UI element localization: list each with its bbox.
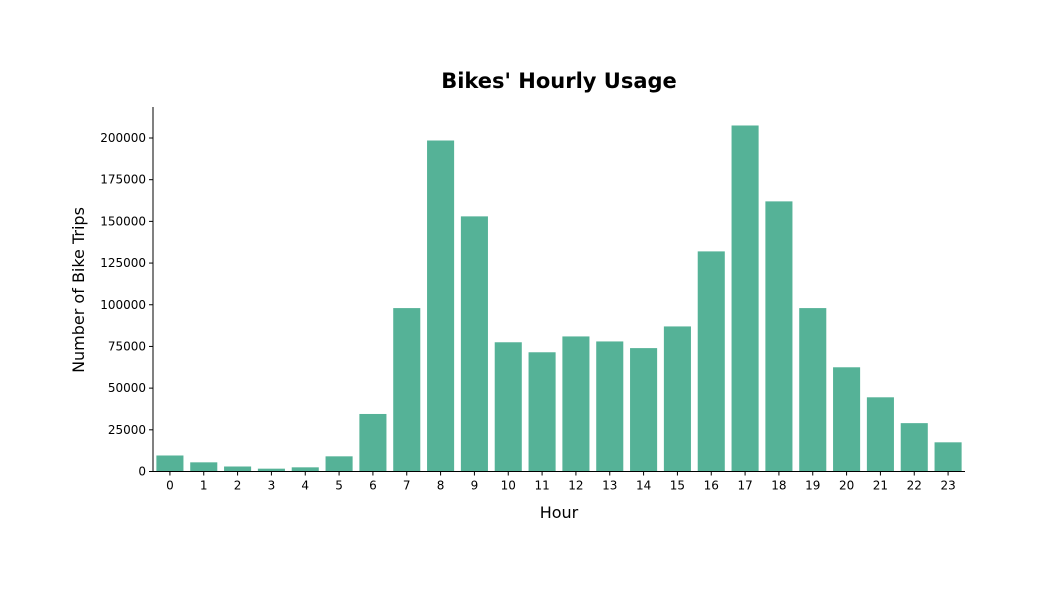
y-tick-label: 0 [138,465,146,479]
bar-hour-22 [900,423,928,472]
x-tick-label: 22 [907,479,922,493]
x-tick-label: 10 [501,479,516,493]
bar-hour-19 [799,308,827,472]
y-tick-label: 75000 [108,339,146,353]
x-tick-label: 3 [268,479,276,493]
x-tick-label: 17 [737,479,752,493]
y-tick-label: 175000 [100,173,146,187]
bar-hour-3 [257,468,285,472]
x-tick-label: 20 [839,479,854,493]
y-axis-label: Number of Bike Trips [69,207,88,373]
bar-hour-17 [731,125,759,472]
y-tick-label: 100000 [100,298,146,312]
x-tick-label: 12 [568,479,583,493]
x-tick-label: 2 [234,479,242,493]
x-tick-label: 0 [166,479,174,493]
y-tick-label: 125000 [100,256,146,270]
bar-hour-14 [630,348,658,472]
bar-hour-15 [663,326,691,472]
bar-hour-12 [562,336,590,472]
bar-hour-18 [765,201,793,472]
x-tick-label: 13 [602,479,617,493]
x-tick-label: 16 [704,479,719,493]
x-tick-label: 5 [335,479,343,493]
y-tick-label: 50000 [108,381,146,395]
x-tick-label: 7 [403,479,411,493]
x-tick-label: 6 [369,479,377,493]
x-tick-label: 15 [670,479,685,493]
bar-hour-7 [393,308,421,472]
chart-title: Bikes' Hourly Usage [441,69,677,93]
x-tick-label: 9 [471,479,479,493]
bar-hour-6 [359,413,387,472]
x-tick-label: 8 [437,479,445,493]
bar-hour-10 [494,342,522,472]
x-tick-label: 4 [301,479,309,493]
bar-hour-11 [528,352,556,472]
bar-hour-2 [224,466,252,472]
x-axis-label: Hour [540,503,579,522]
x-tick-label: 1 [200,479,208,493]
bar-hour-1 [190,462,218,472]
bar-hour-20 [833,367,861,472]
x-tick-label: 18 [771,479,786,493]
bar-hour-0 [156,455,184,472]
bar-hour-4 [291,467,319,472]
x-ticks-group: 0 1 2 3 4 5 6 7 8 9 10 11 12 13 14 15 16 17 18 19 20 21 22 23 [166,471,956,493]
y-tick-label: 200000 [100,131,146,145]
x-tick-label: 21 [873,479,888,493]
bar-hour-21 [866,397,894,472]
y-tick-label: 150000 [100,214,146,228]
bars-group [156,125,962,472]
bar-hour-8 [427,140,455,472]
x-tick-label: 11 [534,479,549,493]
y-tick-label: 25000 [108,423,146,437]
bar-hour-5 [325,456,353,472]
bar-hour-9 [460,216,488,472]
x-tick-label: 23 [940,479,955,493]
bar-hour-13 [596,341,624,472]
x-tick-label: 14 [636,479,651,493]
bar-hour-23 [934,442,962,472]
x-tick-label: 19 [805,479,820,493]
y-ticks-group: 0 25000 50000 75000 100000 125000 150000 175000… [100,131,153,479]
bar-hour-16 [697,251,725,472]
